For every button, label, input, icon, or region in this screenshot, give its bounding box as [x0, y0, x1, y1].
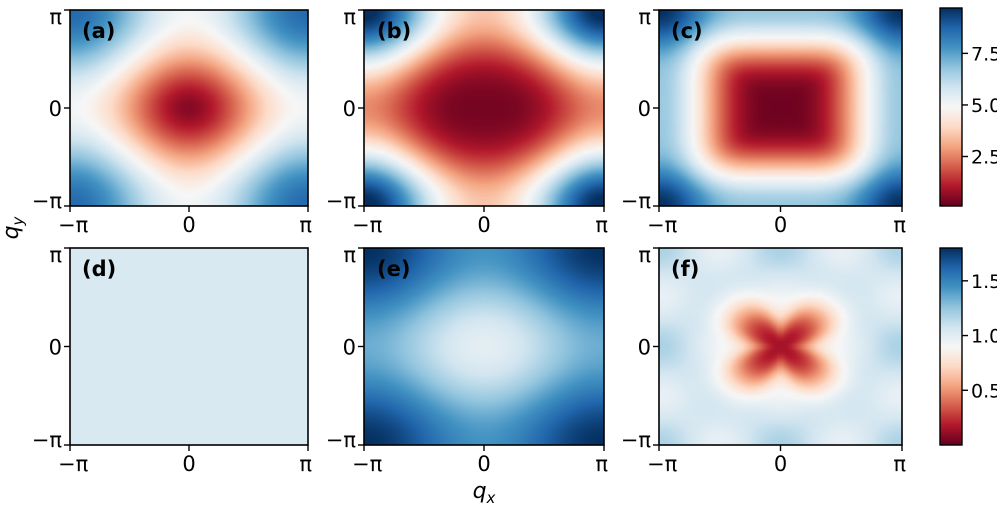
- panel-e: (e): [363, 247, 605, 446]
- y-tick-label: 0: [343, 336, 356, 360]
- y-tick-label: π: [343, 243, 356, 267]
- y-tick-label: 0: [638, 336, 651, 360]
- colorbar-top-gradient: [940, 8, 962, 206]
- y-tick-label: π: [343, 5, 356, 29]
- panel-c: (c): [658, 9, 903, 207]
- panel-f: (f): [658, 247, 903, 446]
- x-tick-label: −π: [58, 213, 89, 237]
- x-tick-label: π: [893, 452, 906, 476]
- x-tick-label: −π: [647, 452, 678, 476]
- heatmap-c: [659, 10, 902, 206]
- colorbar-tick-label: 7.5: [971, 43, 997, 65]
- y-axis-label: qy: [0, 215, 27, 239]
- y-tick-label: 0: [49, 336, 62, 360]
- x-tick-label: 0: [477, 452, 490, 476]
- heatmap-f: [659, 248, 902, 445]
- colorbar-tick-label: 2.5: [971, 147, 997, 169]
- y-tick-label: π: [49, 5, 62, 29]
- colorbar-tick-label: 1.0: [971, 326, 997, 348]
- y-tick-label: 0: [343, 97, 356, 121]
- y-tick-label: 0: [49, 97, 62, 121]
- axis-ticks: −π−π00ππ−π−π00ππ−π−π00ππ−π−π00ππ−π−π00ππ…: [32, 5, 997, 476]
- y-tick-label: −π: [32, 428, 63, 452]
- x-tick-label: 0: [774, 452, 787, 476]
- colorbar-tick-label: 5.0: [971, 95, 997, 117]
- x-tick-label: π: [595, 213, 608, 237]
- heatmap-b: [364, 10, 604, 206]
- heatmap-a: [70, 10, 308, 206]
- panel-b: (b): [363, 9, 605, 207]
- y-tick-label: −π: [326, 189, 357, 213]
- colorbar-top-frame: [939, 7, 963, 207]
- colorbar-bottom-gradient: [940, 248, 962, 445]
- x-tick-label: −π: [352, 452, 383, 476]
- colorbar-bottom: [939, 247, 963, 446]
- colorbar-tick-label: 0.5: [971, 380, 997, 402]
- y-axis-label-subscript: y: [9, 215, 27, 226]
- panel-a: (a): [69, 9, 309, 207]
- colorbar-top: [939, 7, 963, 207]
- x-tick-label: 0: [477, 213, 490, 237]
- x-tick-label: π: [299, 213, 312, 237]
- x-tick-label: π: [595, 452, 608, 476]
- x-tick-label: 0: [774, 213, 787, 237]
- panel-label-c: (c): [671, 19, 703, 43]
- x-axis-label-subscript: x: [486, 489, 496, 506]
- panel-d: (d): [69, 247, 309, 446]
- y-tick-label: π: [49, 243, 62, 267]
- x-tick-label: π: [893, 213, 906, 237]
- x-tick-label: −π: [352, 213, 383, 237]
- colorbar-tick-label: 1.5: [971, 271, 997, 293]
- heatmap-e: [364, 248, 604, 445]
- x-tick-label: −π: [58, 452, 89, 476]
- y-tick-label: −π: [32, 189, 63, 213]
- x-tick-label: 0: [182, 452, 195, 476]
- colorbar-bottom-frame: [939, 247, 963, 446]
- x-tick-label: 0: [182, 213, 195, 237]
- panel-label-d: (d): [82, 257, 116, 281]
- heatmap-d: [70, 248, 308, 445]
- panel-label-e: (e): [377, 257, 410, 281]
- x-axis-label: qx: [473, 479, 496, 506]
- y-tick-label: π: [638, 243, 651, 267]
- y-tick-label: 0: [638, 97, 651, 121]
- panel-label-b: (b): [377, 19, 411, 43]
- y-tick-label: −π: [326, 428, 357, 452]
- y-tick-label: −π: [621, 189, 652, 213]
- x-tick-label: π: [299, 452, 312, 476]
- panel-label-f: (f): [671, 257, 699, 281]
- y-tick-label: π: [638, 5, 651, 29]
- x-tick-label: −π: [647, 213, 678, 237]
- panel-label-a: (a): [82, 19, 115, 43]
- y-tick-label: −π: [621, 428, 652, 452]
